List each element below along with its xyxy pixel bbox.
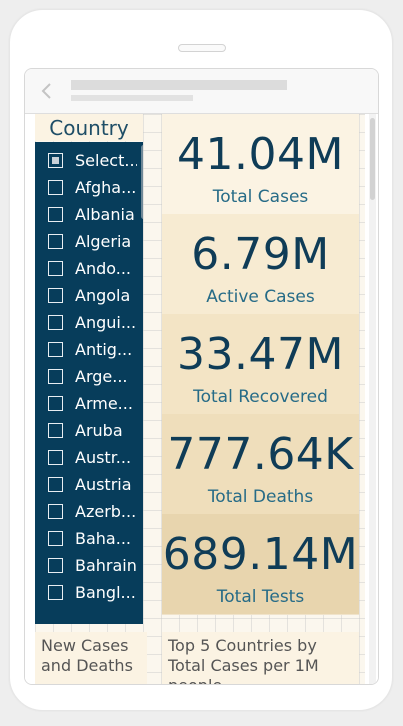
- slicer-item-label: Albania: [75, 205, 135, 224]
- slicer-item-label: Bahrain: [75, 556, 137, 575]
- slicer-item[interactable]: Bangl...: [35, 580, 143, 607]
- kpi-label: Total Cases: [212, 187, 309, 207]
- slicer-item[interactable]: Austr...: [35, 445, 143, 472]
- kpi-label: Total Recovered: [193, 387, 328, 407]
- slicer-item[interactable]: Bahrain: [35, 553, 143, 580]
- slicer-item-label: Ando...: [75, 259, 132, 278]
- top5-countries-visual[interactable]: Top 5 Countries by Total Cases per 1M pe…: [162, 632, 359, 684]
- country-slicer-header: Country: [35, 114, 143, 141]
- slicer-item[interactable]: Albania: [35, 202, 143, 229]
- slicer-item[interactable]: Antig...: [35, 337, 143, 364]
- kpi-value: 6.79M: [191, 229, 330, 280]
- title-placeholder: [71, 80, 287, 90]
- checkbox[interactable]: [48, 180, 63, 195]
- slicer-item-label: Algeria: [75, 232, 132, 251]
- checkbox[interactable]: [48, 504, 63, 519]
- slicer-item-label: Baha...: [75, 529, 131, 548]
- kpi-card-active-cases[interactable]: 6.79M Active Cases: [162, 214, 359, 315]
- subtitle-placeholder: [71, 95, 193, 101]
- slicer-item[interactable]: Azerb...: [35, 499, 143, 526]
- slicer-item[interactable]: Arge...: [35, 364, 143, 391]
- slicer-item-label: Antig...: [75, 340, 133, 359]
- slicer-item-label: Angola: [75, 286, 131, 305]
- checkbox[interactable]: [48, 207, 63, 222]
- slicer-item-label: Azerb...: [75, 502, 137, 521]
- checkbox[interactable]: [48, 369, 63, 384]
- slicer-item[interactable]: Austria: [35, 472, 143, 499]
- slicer-item[interactable]: Afgha...: [35, 175, 143, 202]
- slicer-item-label: Arme...: [75, 394, 133, 413]
- slicer-item-label: Select...: [75, 151, 137, 170]
- slicer-title: Country: [49, 116, 129, 140]
- checkbox-partial[interactable]: [48, 153, 63, 168]
- back-arrow-icon[interactable]: [39, 81, 55, 101]
- kpi-value: 689.14M: [162, 529, 359, 580]
- kpi-label: Total Deaths: [207, 487, 314, 507]
- kpi-value: 41.04M: [177, 129, 344, 180]
- kpi-label: Active Cases: [206, 287, 315, 307]
- kpi-value: 33.47M: [177, 329, 344, 380]
- phone-speaker: [178, 44, 226, 52]
- checkbox[interactable]: [48, 288, 63, 303]
- page-scrollbar-track[interactable]: [369, 114, 376, 684]
- visual-title: New Cases and Deaths: [41, 636, 133, 675]
- slicer-item-label: Austr...: [75, 448, 132, 467]
- kpi-value: 777.64K: [167, 429, 354, 480]
- slicer-item[interactable]: Aruba: [35, 418, 143, 445]
- new-cases-deaths-visual[interactable]: New Cases and Deaths: [35, 632, 147, 684]
- slicer-item[interactable]: Angui...: [35, 310, 143, 337]
- report-canvas: Country Select... Afgha... Albania Alg: [25, 114, 378, 684]
- visual-title: Top 5 Countries by Total Cases per 1M pe…: [168, 636, 319, 684]
- checkbox[interactable]: [48, 531, 63, 546]
- phone-frame: Country Select... Afgha... Albania Alg: [9, 9, 393, 711]
- slicer-scrollbar-thumb[interactable]: [141, 145, 143, 219]
- checkbox[interactable]: [48, 234, 63, 249]
- slicer-item-label: Austria: [75, 475, 132, 494]
- slicer-item-label: Afgha...: [75, 178, 137, 197]
- slicer-item-select-all[interactable]: Select...: [35, 148, 143, 175]
- checkbox[interactable]: [48, 558, 63, 573]
- kpi-card-total-cases[interactable]: 41.04M Total Cases: [162, 114, 359, 215]
- kpi-card-total-recovered[interactable]: 33.47M Total Recovered: [162, 314, 359, 415]
- checkbox[interactable]: [48, 450, 63, 465]
- checkbox[interactable]: [48, 396, 63, 411]
- checkbox[interactable]: [48, 477, 63, 492]
- slicer-item-label: Angui...: [75, 313, 137, 332]
- checkbox[interactable]: [48, 585, 63, 600]
- slicer-item-label: Arge...: [75, 367, 128, 386]
- app-screen: Country Select... Afgha... Albania Alg: [24, 68, 379, 685]
- slicer-item[interactable]: Ando...: [35, 256, 143, 283]
- slicer-item-label: Aruba: [75, 421, 123, 440]
- slicer-item[interactable]: Algeria: [35, 229, 143, 256]
- slicer-item-label: Bangl...: [75, 583, 136, 602]
- country-slicer-list[interactable]: Select... Afgha... Albania Algeria Ando.…: [35, 142, 143, 624]
- kpi-card-total-deaths[interactable]: 777.64K Total Deaths: [162, 414, 359, 515]
- slicer-item[interactable]: Arme...: [35, 391, 143, 418]
- slicer-item[interactable]: Baha...: [35, 526, 143, 553]
- checkbox[interactable]: [48, 423, 63, 438]
- page-scrollbar-thumb[interactable]: [370, 118, 375, 200]
- top-bar: [25, 69, 378, 114]
- checkbox[interactable]: [48, 342, 63, 357]
- slicer-item[interactable]: Angola: [35, 283, 143, 310]
- kpi-label: Total Tests: [216, 587, 305, 607]
- kpi-card-total-tests[interactable]: 689.14M Total Tests: [162, 514, 359, 615]
- checkbox[interactable]: [48, 315, 63, 330]
- checkbox[interactable]: [48, 261, 63, 276]
